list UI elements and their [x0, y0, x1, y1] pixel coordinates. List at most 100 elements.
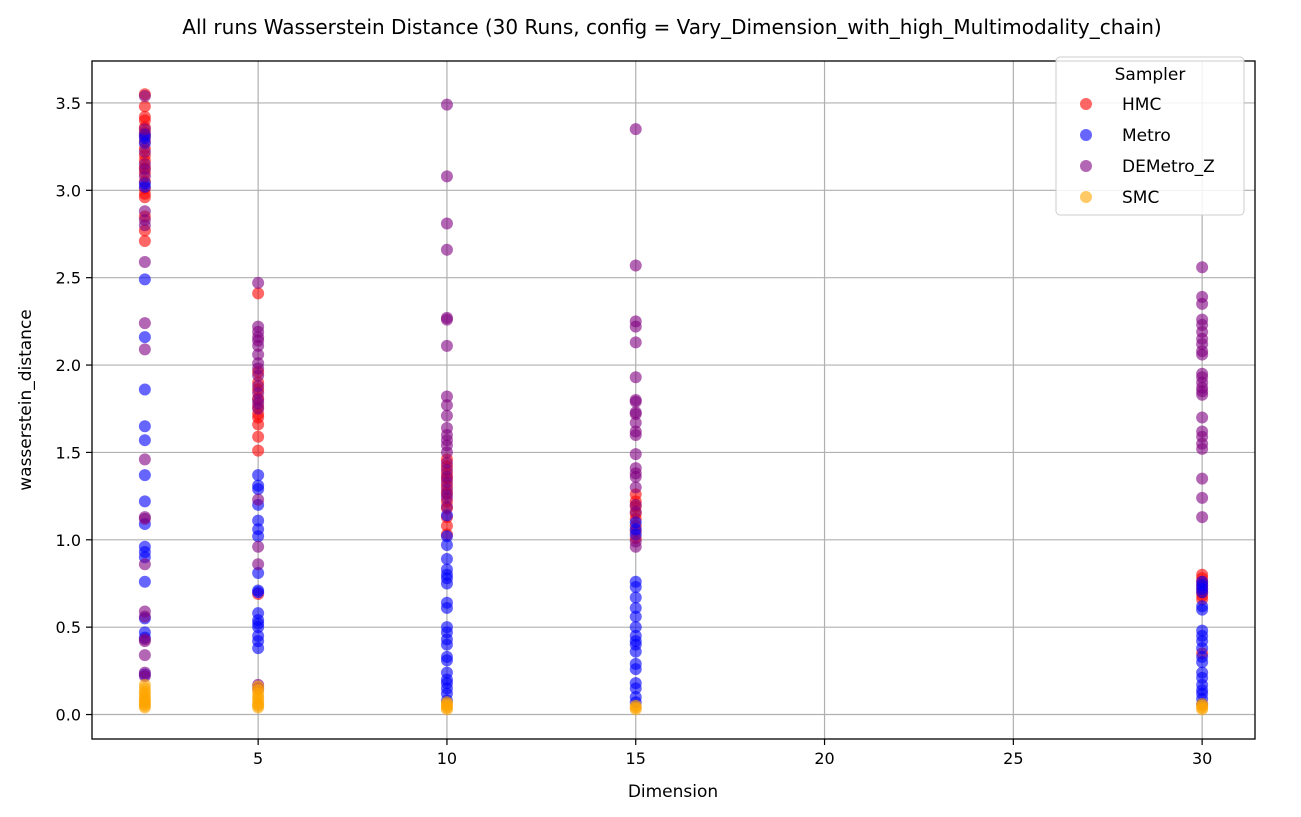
legend-marker — [1080, 129, 1092, 141]
data-point — [138, 453, 151, 466]
data-point — [252, 287, 265, 300]
series-metro — [138, 128, 1209, 711]
y-tick-label: 2.5 — [56, 269, 81, 288]
data-point — [440, 339, 453, 352]
data-point — [252, 530, 265, 543]
data-point — [440, 313, 453, 326]
data-point — [1196, 348, 1209, 361]
data-point — [138, 219, 151, 232]
data-point — [138, 100, 151, 113]
data-point — [252, 430, 265, 443]
x-tick-label: 20 — [814, 749, 834, 768]
legend-marker — [1080, 98, 1092, 110]
data-point — [440, 409, 453, 422]
legend-label: HMC — [1122, 95, 1161, 115]
data-point — [252, 586, 265, 599]
data-point — [138, 255, 151, 268]
data-point — [440, 539, 453, 552]
series-demetro-z — [138, 89, 1209, 695]
y-tick-label: 3.5 — [56, 94, 81, 113]
data-points — [138, 88, 1209, 716]
legend-box — [1055, 56, 1245, 216]
data-point — [440, 601, 453, 614]
data-point — [440, 399, 453, 412]
data-point — [440, 98, 453, 111]
data-point — [440, 500, 453, 513]
y-tick-label: 2.0 — [56, 356, 81, 375]
data-point — [440, 217, 453, 230]
data-point — [629, 259, 642, 272]
data-point — [138, 317, 151, 330]
data-point — [440, 170, 453, 183]
data-point — [1196, 656, 1209, 669]
data-point — [252, 493, 265, 506]
data-point — [138, 343, 151, 356]
data-point — [440, 509, 453, 522]
data-point — [138, 495, 151, 508]
data-point — [629, 428, 642, 441]
legend-entry: HMC — [1080, 95, 1161, 115]
axis-ticks: 5 10 15 20 25 30 0.0 0.5 1.0 1.5 2.0 2.5 3.0 3.5 — [56, 94, 1213, 768]
data-point — [252, 469, 265, 482]
data-point — [138, 469, 151, 482]
legend-label: DEMetro_Z — [1122, 157, 1215, 177]
data-point — [138, 434, 151, 447]
legend-label: Metro — [1122, 126, 1171, 146]
data-point — [440, 703, 453, 716]
data-point — [440, 491, 453, 504]
data-point — [1196, 642, 1209, 655]
data-point — [629, 540, 642, 553]
data-point — [252, 514, 265, 527]
data-point — [629, 610, 642, 623]
data-point — [629, 601, 642, 614]
series-smc — [138, 678, 1209, 716]
legend-label: SMC — [1122, 188, 1159, 208]
data-point — [138, 191, 151, 204]
data-point — [440, 638, 453, 651]
data-point — [440, 390, 453, 403]
data-point — [252, 339, 265, 352]
data-point — [629, 336, 642, 349]
data-point — [252, 621, 265, 634]
data-point — [1196, 261, 1209, 274]
data-point — [138, 273, 151, 286]
x-tick-label: 30 — [1192, 749, 1212, 768]
data-point — [629, 395, 642, 408]
plot-frame — [91, 60, 1256, 740]
legend-marker — [1080, 160, 1092, 172]
data-point — [252, 558, 265, 571]
data-point — [252, 369, 265, 382]
data-point — [252, 642, 265, 655]
data-point — [440, 530, 453, 543]
data-point — [440, 654, 453, 667]
data-point — [252, 483, 265, 496]
data-point — [252, 540, 265, 553]
data-point — [138, 145, 151, 158]
x-tick-label: 15 — [626, 749, 646, 768]
data-point — [138, 558, 151, 571]
legend: Sampler HMC Metro DEMetro_Z SMC — [1055, 56, 1245, 216]
data-point — [138, 635, 151, 648]
data-point — [629, 663, 642, 676]
data-point — [252, 418, 265, 431]
data-point — [629, 682, 642, 695]
data-point — [252, 566, 265, 579]
data-point — [440, 519, 453, 532]
data-point — [629, 123, 642, 136]
data-point — [138, 610, 151, 623]
y-tick-label: 1.0 — [56, 531, 81, 550]
y-tick-label: 0.0 — [56, 706, 81, 725]
y-tick-label: 3.0 — [56, 181, 81, 200]
legend-entries: HMC Metro DEMetro_Z SMC — [1080, 95, 1215, 208]
legend-entry: DEMetro_Z — [1080, 157, 1215, 177]
chart-title: All runs Wasserstein Distance (30 Runs, … — [182, 15, 1161, 39]
y-axis-label: wasserstein_distance — [16, 309, 36, 491]
data-point — [138, 205, 151, 218]
x-tick-label: 5 — [253, 749, 263, 768]
data-point — [138, 89, 151, 102]
series-hmc — [138, 88, 1209, 660]
data-point — [252, 348, 265, 361]
data-point — [252, 402, 265, 415]
data-point — [1196, 297, 1209, 310]
